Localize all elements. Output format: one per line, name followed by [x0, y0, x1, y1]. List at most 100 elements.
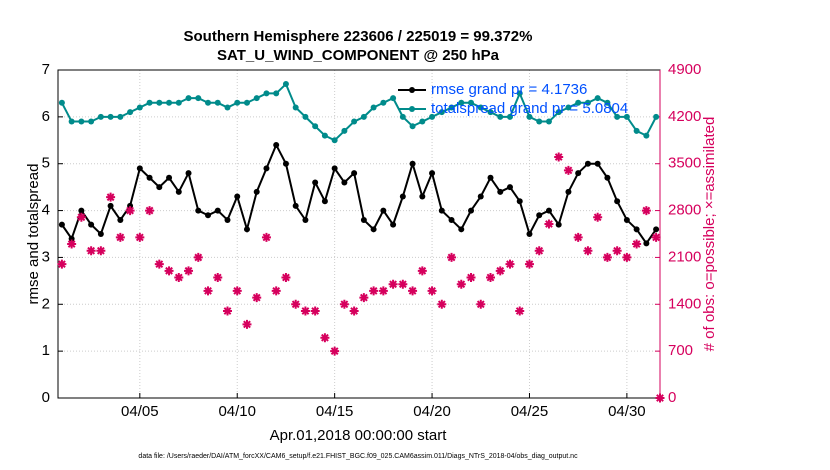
series-marker — [156, 99, 163, 106]
series-marker — [614, 198, 621, 205]
series-marker — [360, 216, 367, 223]
series-marker — [584, 99, 591, 106]
series-marker — [468, 207, 475, 214]
obs-marker — [291, 299, 301, 309]
series-marker — [390, 95, 397, 102]
obs-marker — [437, 299, 447, 309]
obs-marker — [417, 266, 427, 276]
series-marker — [127, 202, 134, 209]
series-marker — [604, 99, 611, 106]
series-marker — [555, 109, 562, 116]
obs-marker — [612, 246, 622, 256]
series-marker — [175, 99, 182, 106]
series-marker — [633, 226, 640, 233]
obs-marker — [203, 286, 213, 296]
series-marker — [302, 216, 309, 223]
series-marker — [185, 170, 192, 177]
y2-tick-label: 2800 — [668, 202, 701, 219]
obs-marker — [252, 293, 262, 303]
series-marker — [409, 123, 416, 130]
obs-marker — [76, 212, 86, 222]
obs-marker — [106, 192, 116, 202]
series-marker — [653, 226, 660, 233]
series-marker — [653, 113, 660, 120]
y-tick-label: 4 — [42, 202, 50, 219]
obs-marker — [534, 246, 544, 256]
series-marker — [234, 193, 241, 200]
series-marker — [273, 141, 280, 148]
obs-marker — [583, 246, 593, 256]
series-marker — [545, 118, 552, 125]
series-marker — [506, 113, 513, 120]
series-marker — [594, 95, 601, 102]
series-marker — [321, 198, 328, 205]
y-tick-label: 5 — [42, 155, 50, 172]
series-marker — [282, 160, 289, 167]
chart-subtitle: SAT_U_WIND_COMPONENT @ 250 hPa — [217, 47, 500, 64]
obs-marker — [125, 206, 135, 216]
obs-marker — [486, 273, 496, 283]
series-marker — [555, 221, 562, 228]
series-marker — [438, 109, 445, 116]
obs-marker — [164, 266, 174, 276]
series-marker — [243, 99, 250, 106]
y-tick-label: 6 — [42, 108, 50, 125]
obs-marker — [261, 232, 271, 242]
obs-marker — [398, 279, 408, 289]
series-marker — [117, 216, 124, 223]
series-marker — [224, 104, 231, 111]
series-marker — [88, 118, 95, 125]
series-marker — [565, 104, 572, 111]
obs-marker — [651, 232, 661, 242]
series-marker — [506, 184, 513, 191]
series-marker — [536, 212, 543, 219]
chart-title: Southern Hemisphere 223606 / 225019 = 99… — [184, 28, 533, 45]
obs-marker — [622, 252, 632, 262]
obs-marker — [495, 266, 505, 276]
obs-marker — [554, 152, 564, 162]
series-marker — [214, 207, 221, 214]
y2-axis-label: # of obs: o=possible; ×=assimilated — [701, 117, 718, 352]
series-marker — [146, 99, 153, 106]
obs-marker — [154, 259, 164, 269]
obs-marker — [242, 319, 252, 329]
legend-label: totalspread grand pr = 5.0804 — [431, 100, 628, 117]
series-marker — [604, 174, 611, 181]
series-marker — [78, 118, 85, 125]
series-marker — [594, 160, 601, 167]
series-marker — [448, 104, 455, 111]
series-marker — [351, 118, 358, 125]
series-marker — [477, 193, 484, 200]
obs-marker — [300, 306, 310, 316]
series-marker — [107, 202, 114, 209]
series-marker — [458, 226, 465, 233]
series-marker — [399, 113, 406, 120]
x-axis-label: Apr.01,2018 00:00:00 start — [270, 427, 448, 444]
obs-marker — [573, 232, 583, 242]
obs-marker — [145, 206, 155, 216]
series-marker — [97, 231, 104, 237]
obs-marker — [184, 266, 194, 276]
series-marker — [136, 104, 143, 111]
obs-marker — [281, 273, 291, 283]
series-marker — [224, 216, 231, 223]
series-marker — [468, 99, 475, 106]
series-marker — [536, 118, 543, 125]
series-marker — [166, 99, 173, 106]
y2-tick-label: 2100 — [668, 248, 701, 265]
series-marker — [195, 95, 202, 102]
series-marker — [399, 193, 406, 200]
series-marker — [136, 165, 143, 172]
series-marker — [68, 118, 75, 125]
series-marker — [78, 207, 85, 214]
series-marker — [146, 174, 153, 181]
y-tick-label: 7 — [42, 61, 50, 78]
series-marker — [312, 179, 319, 186]
series-marker — [58, 99, 65, 106]
series-marker — [166, 174, 173, 181]
obs-marker — [271, 286, 281, 296]
obs-marker — [655, 393, 665, 403]
series-marker — [448, 216, 455, 223]
y-tick-label: 2 — [42, 295, 50, 312]
series-marker — [282, 81, 289, 88]
